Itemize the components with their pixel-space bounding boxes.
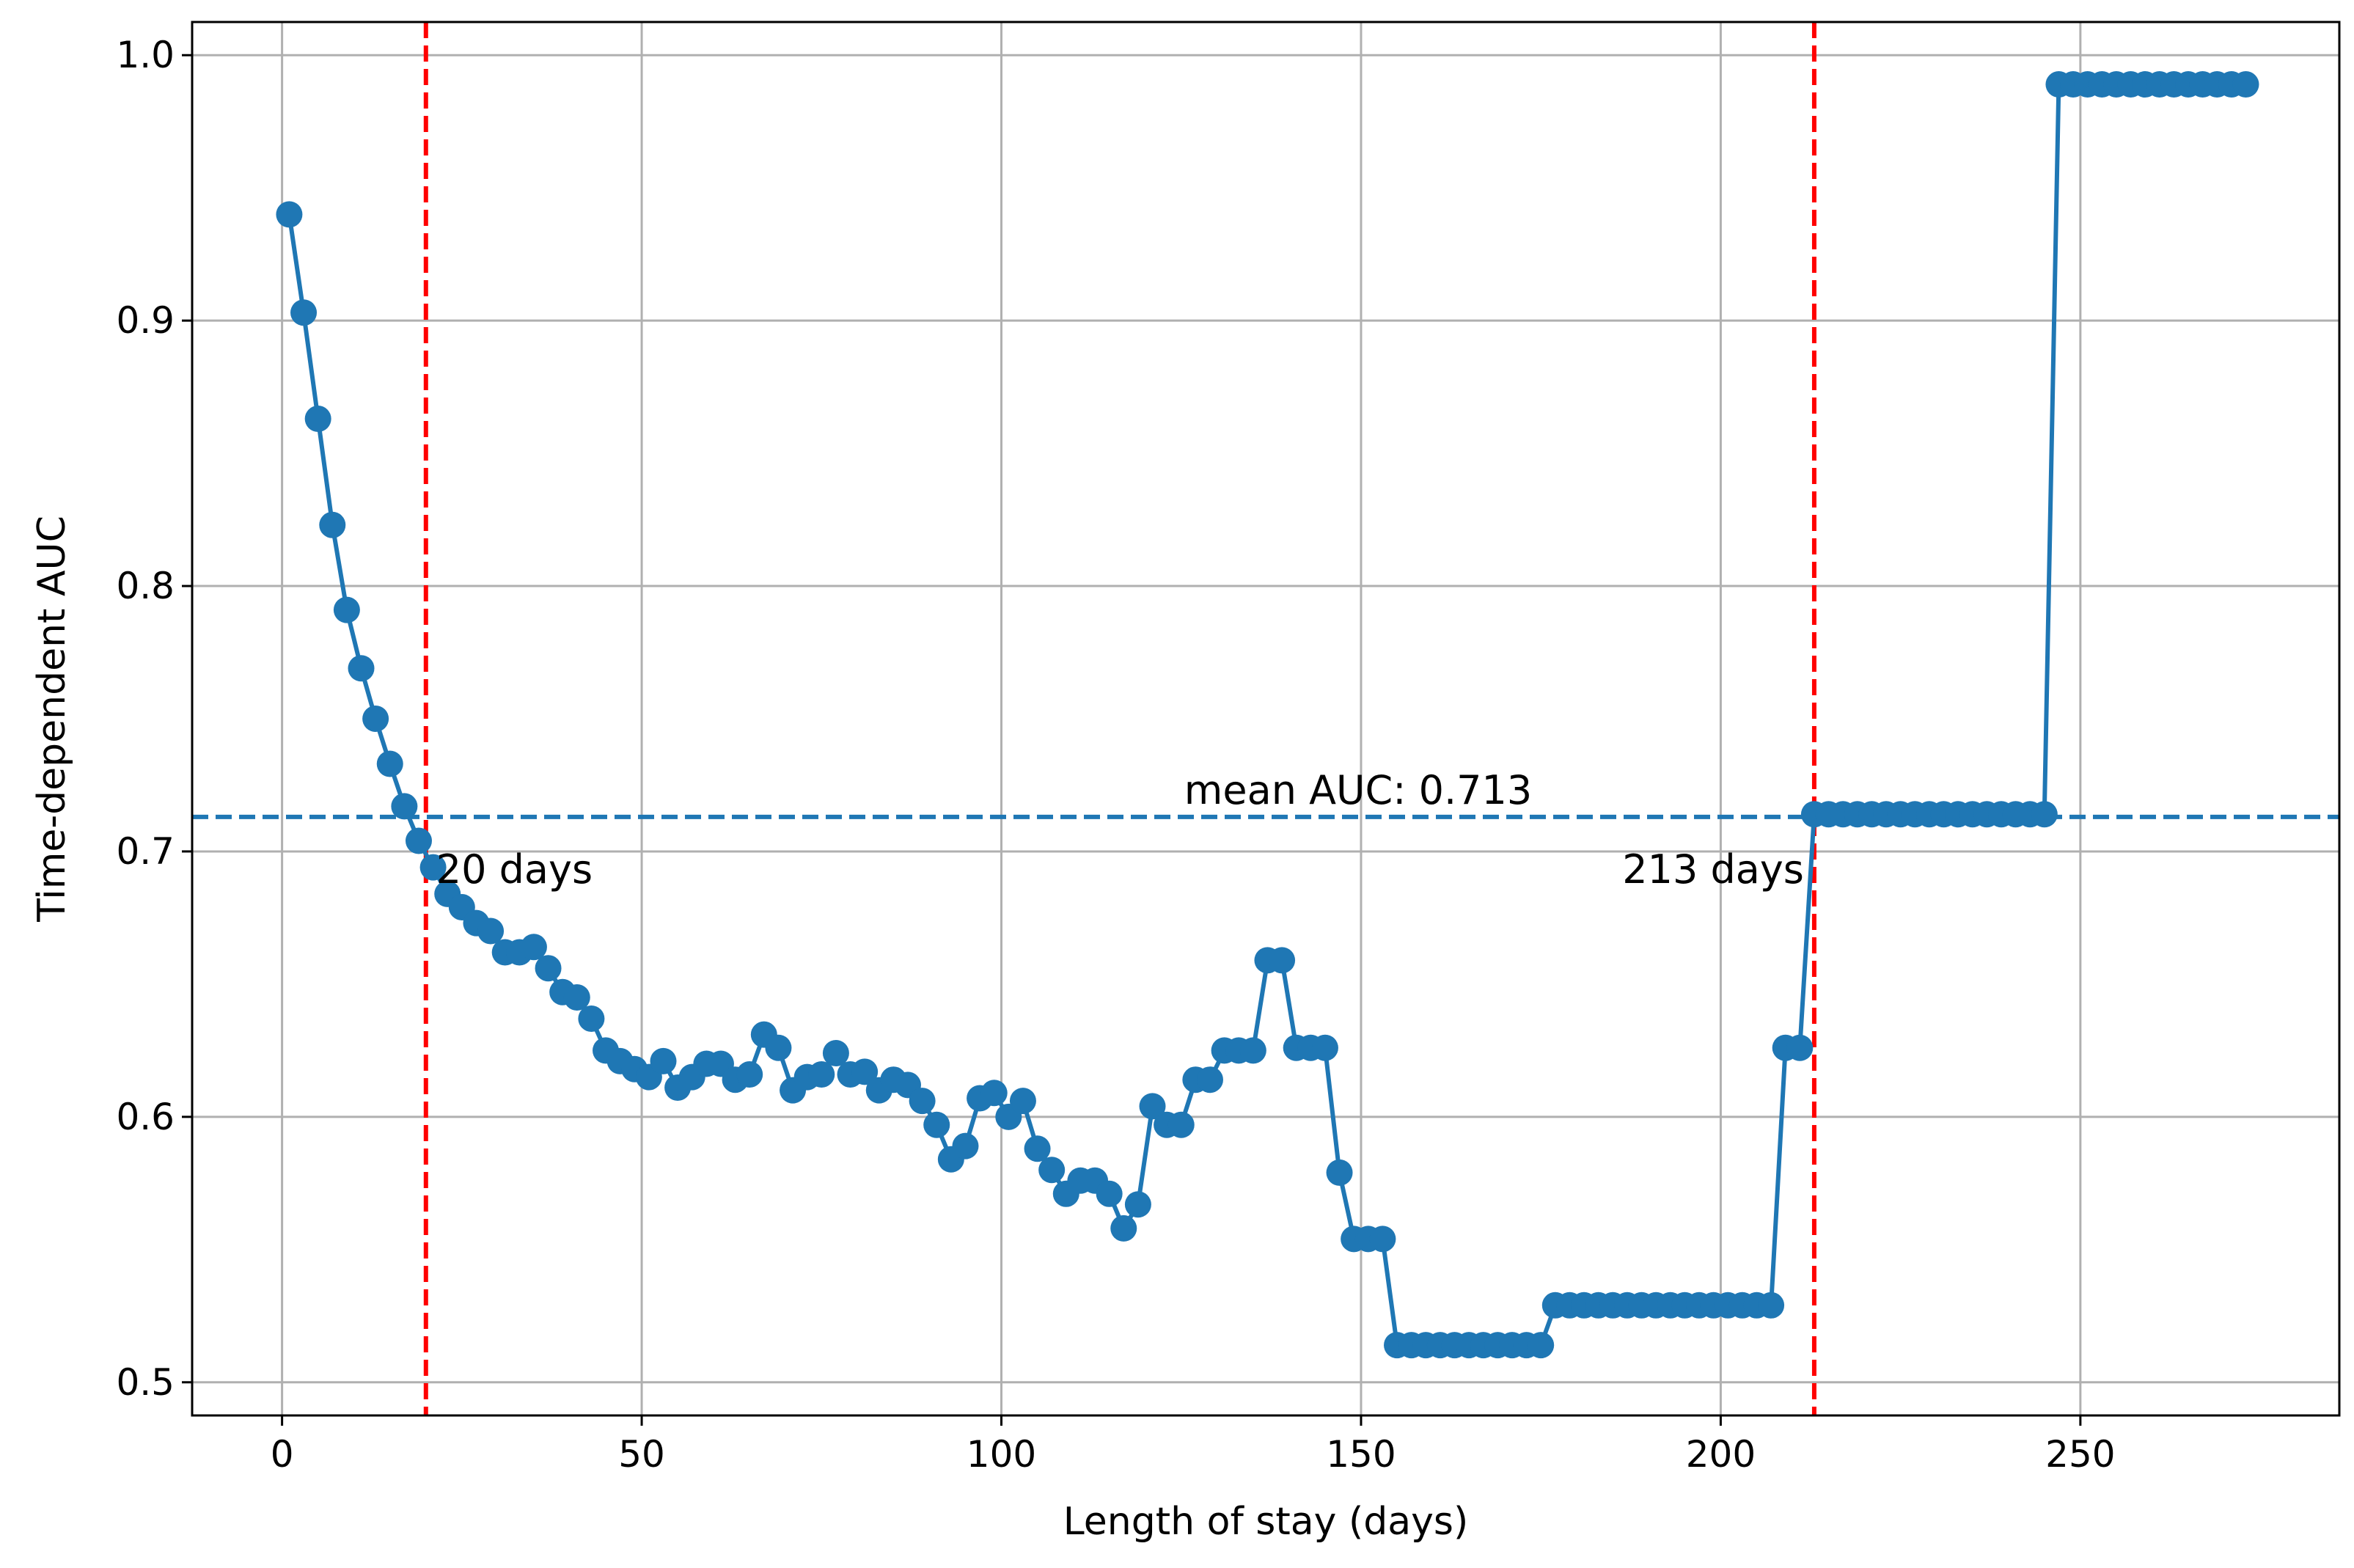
data-point — [333, 596, 360, 623]
data-point — [477, 917, 505, 945]
data-point — [276, 201, 303, 228]
reference-lines — [192, 22, 2339, 1415]
grid — [192, 22, 2339, 1415]
data-point — [1326, 1159, 1353, 1186]
data-point — [1110, 1215, 1137, 1242]
y-tick-label: 0.7 — [116, 830, 175, 873]
data-point — [578, 1005, 605, 1032]
data-point — [304, 406, 331, 433]
data-point — [923, 1111, 950, 1138]
series-line — [287, 82, 2246, 1348]
data-point — [1758, 1292, 1785, 1319]
data-point — [1009, 1088, 1036, 1115]
data-point — [822, 1040, 849, 1066]
data-point — [391, 793, 418, 820]
vline-label-213-days: 213 days — [1622, 846, 1804, 893]
x-tick-label: 250 — [2045, 1433, 2115, 1476]
axis-ticks: 0 50 100 150 200 250 0.5 0.6 0.7 0.8 0.9 1.0 — [116, 34, 2115, 1476]
data-point — [1369, 1226, 1396, 1253]
mean-auc-label: mean AUC: 0.713 — [1184, 767, 1532, 813]
data-point — [1311, 1034, 1338, 1061]
data-point — [1269, 947, 1296, 974]
y-tick-label: 1.0 — [116, 34, 175, 76]
data-point — [520, 934, 547, 961]
y-tick-label: 0.8 — [116, 565, 175, 607]
data-point — [1167, 1111, 1195, 1138]
data-point — [2232, 71, 2259, 98]
data-point — [1124, 1191, 1151, 1218]
data-point — [1096, 1180, 1123, 1207]
x-tick-label: 50 — [618, 1433, 665, 1476]
annotations: mean AUC: 0.713 20 days 213 days — [436, 767, 1804, 893]
data-point — [1786, 1034, 1814, 1061]
series-auc — [276, 71, 2259, 1359]
data-point — [952, 1132, 979, 1159]
data-point — [419, 854, 447, 881]
data-point — [650, 1047, 677, 1074]
data-point — [535, 955, 562, 982]
data-point — [1038, 1157, 1066, 1184]
data-point — [1139, 1093, 1166, 1120]
plot-frame — [191, 21, 2341, 1417]
data-point — [362, 706, 389, 732]
x-tick-label: 150 — [1326, 1433, 1396, 1476]
data-point — [851, 1058, 879, 1085]
data-point — [736, 1060, 763, 1088]
data-point — [765, 1034, 792, 1061]
data-point — [319, 511, 346, 538]
data-point — [2031, 801, 2058, 828]
data-point — [980, 1080, 1008, 1107]
data-point — [909, 1088, 936, 1115]
data-point — [405, 827, 432, 854]
x-tick-label: 0 — [271, 1433, 294, 1476]
x-tick-label: 100 — [967, 1433, 1036, 1476]
data-point — [563, 984, 590, 1011]
y-tick-label: 0.6 — [116, 1096, 175, 1138]
y-axis-label: Time-dependent AUC — [30, 516, 74, 923]
x-axis-label: Length of stay (days) — [1063, 1500, 1469, 1544]
data-point — [1528, 1332, 1555, 1359]
data-point — [1024, 1135, 1051, 1162]
data-point — [290, 299, 318, 326]
y-tick-label: 0.5 — [116, 1361, 175, 1404]
data-point — [1196, 1066, 1223, 1093]
data-point — [348, 655, 375, 682]
y-tick-label: 0.9 — [116, 299, 175, 342]
data-point — [376, 750, 403, 777]
x-tick-label: 200 — [1686, 1433, 1756, 1476]
vline-label-20-days: 20 days — [436, 846, 593, 893]
data-point — [808, 1060, 835, 1088]
data-point — [1239, 1037, 1266, 1064]
